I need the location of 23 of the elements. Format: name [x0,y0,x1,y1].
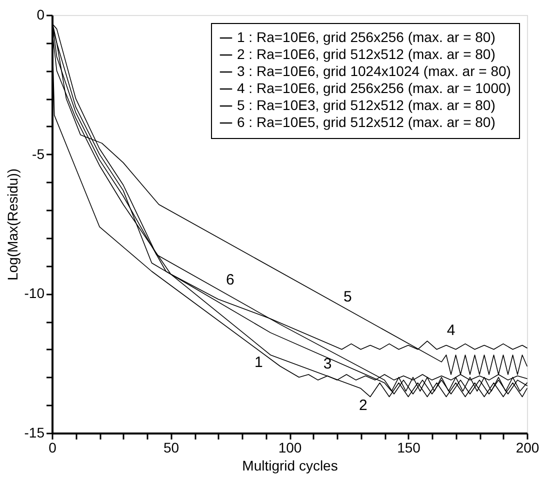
legend-label: 3 : Ra=10E6, grid 1024x1024 (max. ar = 80) [237,63,511,79]
annotation: 6 [226,272,234,289]
y-tick-label: 0 [36,6,45,22]
x-tick-label: 50 [163,440,180,456]
legend-label: 2 : Ra=10E6, grid 512x512 (max. ar = 80) [237,46,496,62]
y-tick-label: -15 [24,424,45,440]
x-tick-label: 150 [397,440,421,456]
x-tick-label: 200 [516,440,540,456]
annotation: 4 [446,322,456,339]
x-tick-label: 100 [278,440,302,456]
annotation: 5 [344,288,352,306]
y-tick-label: -5 [32,146,45,162]
x-tick-label: 0 [48,440,57,456]
y-axis-title: Log(Max(Residu)) [4,168,20,281]
annotation: 3 [323,355,332,372]
x-axis-title: Multigrid cycles [242,458,338,474]
legend-label: 4 : Ra=10E6, grid 256x256 (max. ar = 1000) [237,80,511,96]
legend-label: 1 : Ra=10E6, grid 256x256 (max. ar = 80) [237,29,496,45]
legend-label: 5 : Ra=10E3, grid 512x512 (max. ar = 80) [237,97,496,113]
y-tick-label: -10 [24,285,45,302]
annotation: 2 [358,397,368,414]
annotation: 1 [254,354,263,371]
legend-label: 6 : Ra=10E5, grid 512x512 (max. ar = 80) [237,114,496,130]
